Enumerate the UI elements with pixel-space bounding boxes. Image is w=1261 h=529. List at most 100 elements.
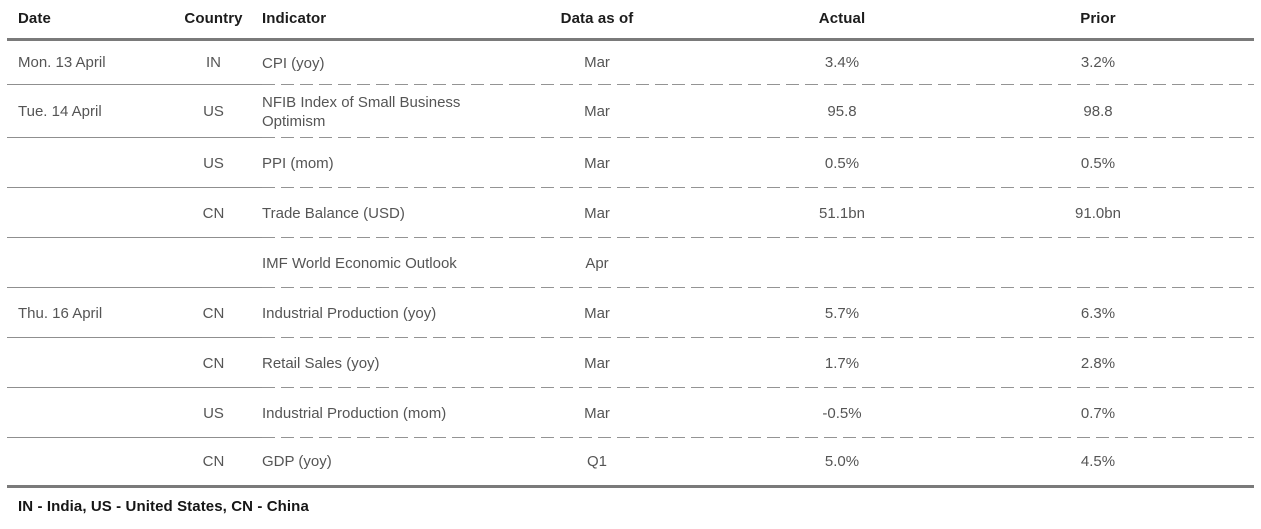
- cell-country: US: [177, 388, 262, 438]
- date-text: Mon. 13 April: [18, 54, 106, 72]
- table-row: CN Trade Balance (USD) Mar 51.1bn 91.0bn: [7, 188, 1254, 238]
- cell-data-as-of: Mar: [522, 138, 672, 188]
- cell-country: US: [177, 138, 262, 188]
- cell-prior: 0.5%: [982, 138, 1254, 188]
- col-header-date: Date: [7, 0, 177, 41]
- cell-data-as-of: Apr: [522, 238, 672, 288]
- prior-value: 3.2%: [1080, 54, 1116, 72]
- indicator-text: GDP (yoy): [262, 453, 332, 471]
- prior-value: 98.8: [1083, 103, 1113, 120]
- cell-indicator: Industrial Production (mom): [262, 388, 522, 438]
- cell-country: IN: [177, 39, 262, 85]
- data-as-of-text: Apr: [585, 254, 609, 272]
- cell-date: [7, 438, 177, 485]
- cell-indicator: Industrial Production (yoy): [262, 288, 522, 338]
- table-header: Date Country Indicator Data as of Actual…: [7, 0, 1254, 41]
- prior-value: 4.5%: [1080, 453, 1116, 470]
- country-legend: IN - India, US - United States, CN - Chi…: [18, 498, 309, 515]
- country-code: CN: [202, 354, 225, 372]
- cell-country: CN: [177, 338, 262, 388]
- prior-value: 6.3%: [1080, 304, 1116, 322]
- cell-country: US: [177, 85, 262, 138]
- data-as-of-text: Mar: [584, 54, 610, 72]
- indicator-text: PPI (mom): [262, 154, 334, 172]
- cell-indicator: GDP (yoy): [262, 438, 522, 485]
- cell-date: Thu. 16 April: [7, 288, 177, 338]
- indicator-text: Industrial Production (yoy): [262, 304, 437, 322]
- bottom-rule: [7, 485, 1254, 488]
- table-row: US Industrial Production (mom) Mar -0.5%…: [7, 388, 1254, 438]
- cell-indicator: Trade Balance (USD): [262, 188, 522, 238]
- prior-value: 0.5%: [1080, 154, 1116, 172]
- date-text: Tue. 14 April: [18, 103, 102, 120]
- cell-prior: 2.8%: [982, 338, 1254, 388]
- data-as-of-text: Mar: [584, 103, 610, 120]
- country-code: CN: [202, 204, 225, 222]
- date-text: Thu. 16 April: [18, 304, 103, 322]
- cell-indicator: NFIB Index of Small Business Optimism: [262, 85, 522, 138]
- indicator-text: IMF World Economic Outlook: [262, 254, 457, 272]
- actual-value: 1.7%: [824, 354, 860, 372]
- country-code: US: [203, 154, 224, 172]
- cell-date: [7, 388, 177, 438]
- cell-country: CN: [177, 288, 262, 338]
- cell-date: [7, 138, 177, 188]
- data-as-of-text: Mar: [584, 354, 610, 372]
- cell-actual: -0.5%: [672, 388, 982, 438]
- cell-date: Mon. 13 April: [7, 39, 177, 85]
- data-as-of-text: Mar: [584, 304, 610, 322]
- cell-actual: 5.0%: [672, 438, 982, 485]
- prior-value: 0.7%: [1080, 404, 1116, 422]
- cell-indicator: Retail Sales (yoy): [262, 338, 522, 388]
- cell-actual: 5.7%: [672, 288, 982, 338]
- cell-prior: 0.7%: [982, 388, 1254, 438]
- cell-prior: 3.2%: [982, 39, 1254, 85]
- cell-country: CN: [177, 188, 262, 238]
- actual-value: 95.8: [827, 103, 857, 120]
- actual-value: 5.0%: [824, 453, 860, 470]
- indicator-text: NFIB Index of Small Business Optimism: [262, 93, 461, 130]
- table-row: Thu. 16 April CN Industrial Production (…: [7, 288, 1254, 338]
- col-header-data-as-of: Data as of: [522, 0, 672, 41]
- cell-date: [7, 188, 177, 238]
- cell-actual: [672, 238, 982, 288]
- indicator-text: Trade Balance (USD): [262, 204, 405, 222]
- actual-value: 51.1bn: [819, 204, 865, 222]
- col-header-actual: Actual: [672, 0, 982, 41]
- country-code: CN: [202, 453, 225, 470]
- cell-prior: 4.5%: [982, 438, 1254, 485]
- data-as-of-text: Mar: [584, 404, 610, 422]
- indicator-text: Retail Sales (yoy): [262, 354, 380, 372]
- cell-prior: 98.8: [982, 85, 1254, 138]
- col-header-prior: Prior: [982, 0, 1254, 41]
- col-header-country: Country: [177, 0, 262, 41]
- cell-data-as-of: Mar: [522, 188, 672, 238]
- indicator-text: CPI (yoy): [262, 54, 325, 72]
- economic-calendar-table: Date Country Indicator Data as of Actual…: [7, 0, 1254, 485]
- cell-actual: 1.7%: [672, 338, 982, 388]
- table-body: Mon. 13 April IN CPI (yoy) Mar 3.4% 3.2%…: [7, 39, 1254, 485]
- table-row: CN Retail Sales (yoy) Mar 1.7% 2.8%: [7, 338, 1254, 388]
- header-row: Date Country Indicator Data as of Actual…: [7, 0, 1254, 41]
- cell-prior: 91.0bn: [982, 188, 1254, 238]
- cell-date: Tue. 14 April: [7, 85, 177, 138]
- cell-date: [7, 338, 177, 388]
- cell-actual: 51.1bn: [672, 188, 982, 238]
- country-code: IN: [206, 54, 221, 72]
- cell-indicator: CPI (yoy): [262, 39, 522, 85]
- prior-value: 91.0bn: [1075, 204, 1121, 222]
- actual-value: 3.4%: [824, 54, 860, 72]
- actual-value: 0.5%: [824, 154, 860, 172]
- table-row: Tue. 14 April US NFIB Index of Small Bus…: [7, 85, 1254, 138]
- cell-actual: 0.5%: [672, 138, 982, 188]
- cell-country: [177, 238, 262, 288]
- col-header-indicator: Indicator: [262, 0, 522, 41]
- cell-data-as-of: Q1: [522, 438, 672, 485]
- cell-date: [7, 238, 177, 288]
- indicator-text: Industrial Production (mom): [262, 404, 447, 422]
- table-row: IMF World Economic Outlook Apr: [7, 238, 1254, 288]
- data-as-of-text: Mar: [584, 204, 610, 222]
- country-code: CN: [202, 304, 225, 322]
- data-as-of-text: Q1: [586, 453, 607, 470]
